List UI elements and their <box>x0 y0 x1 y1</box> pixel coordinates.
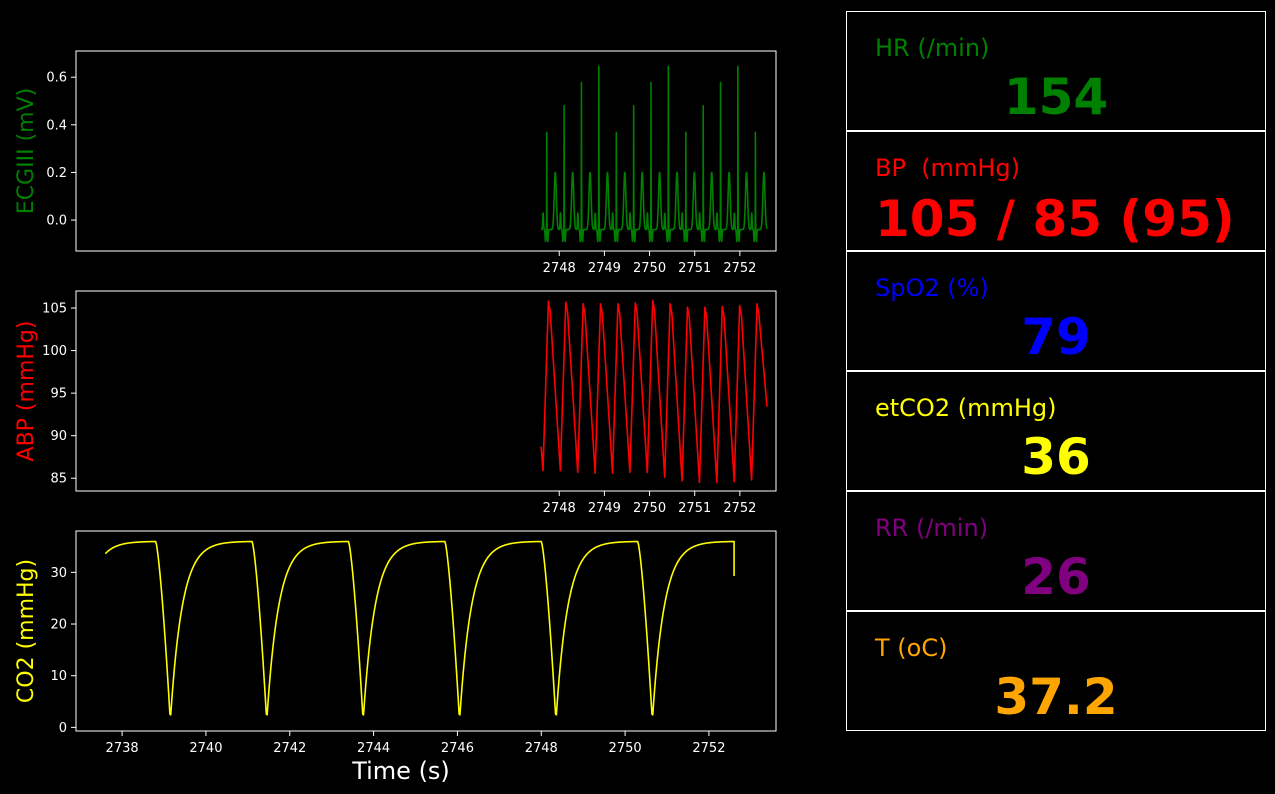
y-tick-label-0-3: 0.6 <box>46 71 67 86</box>
bp-label: BP (mmHg) <box>875 154 1020 182</box>
x-tick-label-1-0: 2748 <box>543 501 576 516</box>
x-tick-label-2-5: 2748 <box>525 741 558 756</box>
plot-frame-1 <box>75 290 777 492</box>
etco2-label: etCO2 (mmHg) <box>875 394 1057 422</box>
series-line-1 <box>540 299 768 484</box>
x-tick-label-0-1: 2749 <box>588 261 621 276</box>
y-tick-label-2-3: 30 <box>50 566 67 581</box>
x-tick-label-2-0: 2738 <box>106 741 139 756</box>
spo2-value: 79 <box>1021 308 1091 366</box>
series-line-2 <box>104 540 735 716</box>
etco2-value: 36 <box>1021 428 1091 486</box>
y-tick-label-1-0: 85 <box>50 472 67 487</box>
y-axis-label-0: ECGIII (mV) <box>14 88 39 214</box>
temp-label: T (oC) <box>875 634 948 662</box>
y-tick-label-1-4: 105 <box>42 302 67 317</box>
chart-2: 2738 2740 2742 2744 2746 2748 2750 2752 0 10 20 30 C… <box>14 530 777 785</box>
y-axis-label-1: ABP (mmHg) <box>14 321 39 462</box>
x-tick-label-2-6: 2750 <box>609 741 642 756</box>
rr-value: 26 <box>1021 548 1091 606</box>
x-tick-label-2-2: 2742 <box>273 741 306 756</box>
x-tick-label-0-4: 2752 <box>723 261 756 276</box>
chart-0: 2748 2749 2750 2751 2752 0.0 0.2 0.4 0.6 ECGIII (… <box>14 50 777 276</box>
x-tick-label-1-1: 2749 <box>588 501 621 516</box>
bp-panel: BP (mmHg) 105 / 85 (95) <box>846 131 1266 251</box>
x-tick-label-1-3: 2751 <box>678 501 711 516</box>
y-tick-label-0-2: 0.4 <box>46 118 67 133</box>
spo2-panel: SpO2 (%) 79 <box>846 251 1266 371</box>
y-tick-label-0-0: 0.0 <box>46 214 67 229</box>
x-tick-label-2-4: 2746 <box>441 741 474 756</box>
x-tick-label-2-7: 2752 <box>692 741 725 756</box>
temp-value: 37.2 <box>994 668 1118 726</box>
etco2-panel: etCO2 (mmHg) 36 <box>846 371 1266 491</box>
y-tick-label-1-3: 100 <box>42 344 67 359</box>
x-tick-label-0-0: 2748 <box>543 261 576 276</box>
hr-panel: HR (/min) 154 <box>846 11 1266 131</box>
waveform-charts: 2748 2749 2750 2751 2752 0.0 0.2 0.4 0.6 ECGIII (… <box>14 50 777 785</box>
series-line-0 <box>540 65 768 243</box>
x-tick-label-1-2: 2750 <box>633 501 666 516</box>
hr-value: 154 <box>1003 68 1109 126</box>
spo2-label: SpO2 (%) <box>875 274 989 302</box>
x-axis-label-2: Time (s) <box>351 757 450 785</box>
y-tick-label-2-1: 10 <box>50 669 67 684</box>
x-tick-label-0-3: 2751 <box>678 261 711 276</box>
plot-frame-2 <box>75 530 777 732</box>
plot-frame-0 <box>75 50 777 252</box>
y-tick-label-1-1: 90 <box>50 429 67 444</box>
y-tick-label-0-1: 0.2 <box>46 166 67 181</box>
temp-panel: T (oC) 37.2 <box>846 611 1266 731</box>
y-tick-label-2-2: 20 <box>50 618 67 633</box>
x-tick-label-0-2: 2750 <box>633 261 666 276</box>
y-tick-label-2-0: 0 <box>59 721 67 736</box>
bp-value: 105 / 85 (95) <box>875 190 1235 248</box>
y-axis-label-2: CO2 (mmHg) <box>14 559 39 703</box>
rr-panel: RR (/min) 26 <box>846 491 1266 611</box>
x-tick-label-1-4: 2752 <box>723 501 756 516</box>
rr-label: RR (/min) <box>875 514 989 542</box>
hr-label: HR (/min) <box>875 34 990 62</box>
y-tick-label-1-2: 95 <box>50 387 67 402</box>
x-tick-label-2-3: 2744 <box>357 741 390 756</box>
x-tick-label-2-1: 2740 <box>189 741 222 756</box>
